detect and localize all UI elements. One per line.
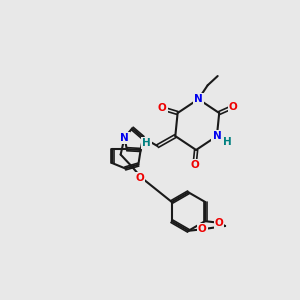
Text: H: H bbox=[223, 137, 232, 147]
Text: O: O bbox=[190, 160, 199, 170]
Text: N: N bbox=[212, 131, 221, 141]
Text: O: O bbox=[136, 173, 144, 184]
Text: H: H bbox=[142, 138, 151, 148]
Text: N: N bbox=[194, 94, 203, 104]
Text: O: O bbox=[214, 218, 223, 228]
Text: O: O bbox=[158, 103, 167, 113]
Text: N: N bbox=[120, 133, 129, 142]
Text: O: O bbox=[198, 224, 207, 234]
Text: O: O bbox=[229, 102, 237, 112]
